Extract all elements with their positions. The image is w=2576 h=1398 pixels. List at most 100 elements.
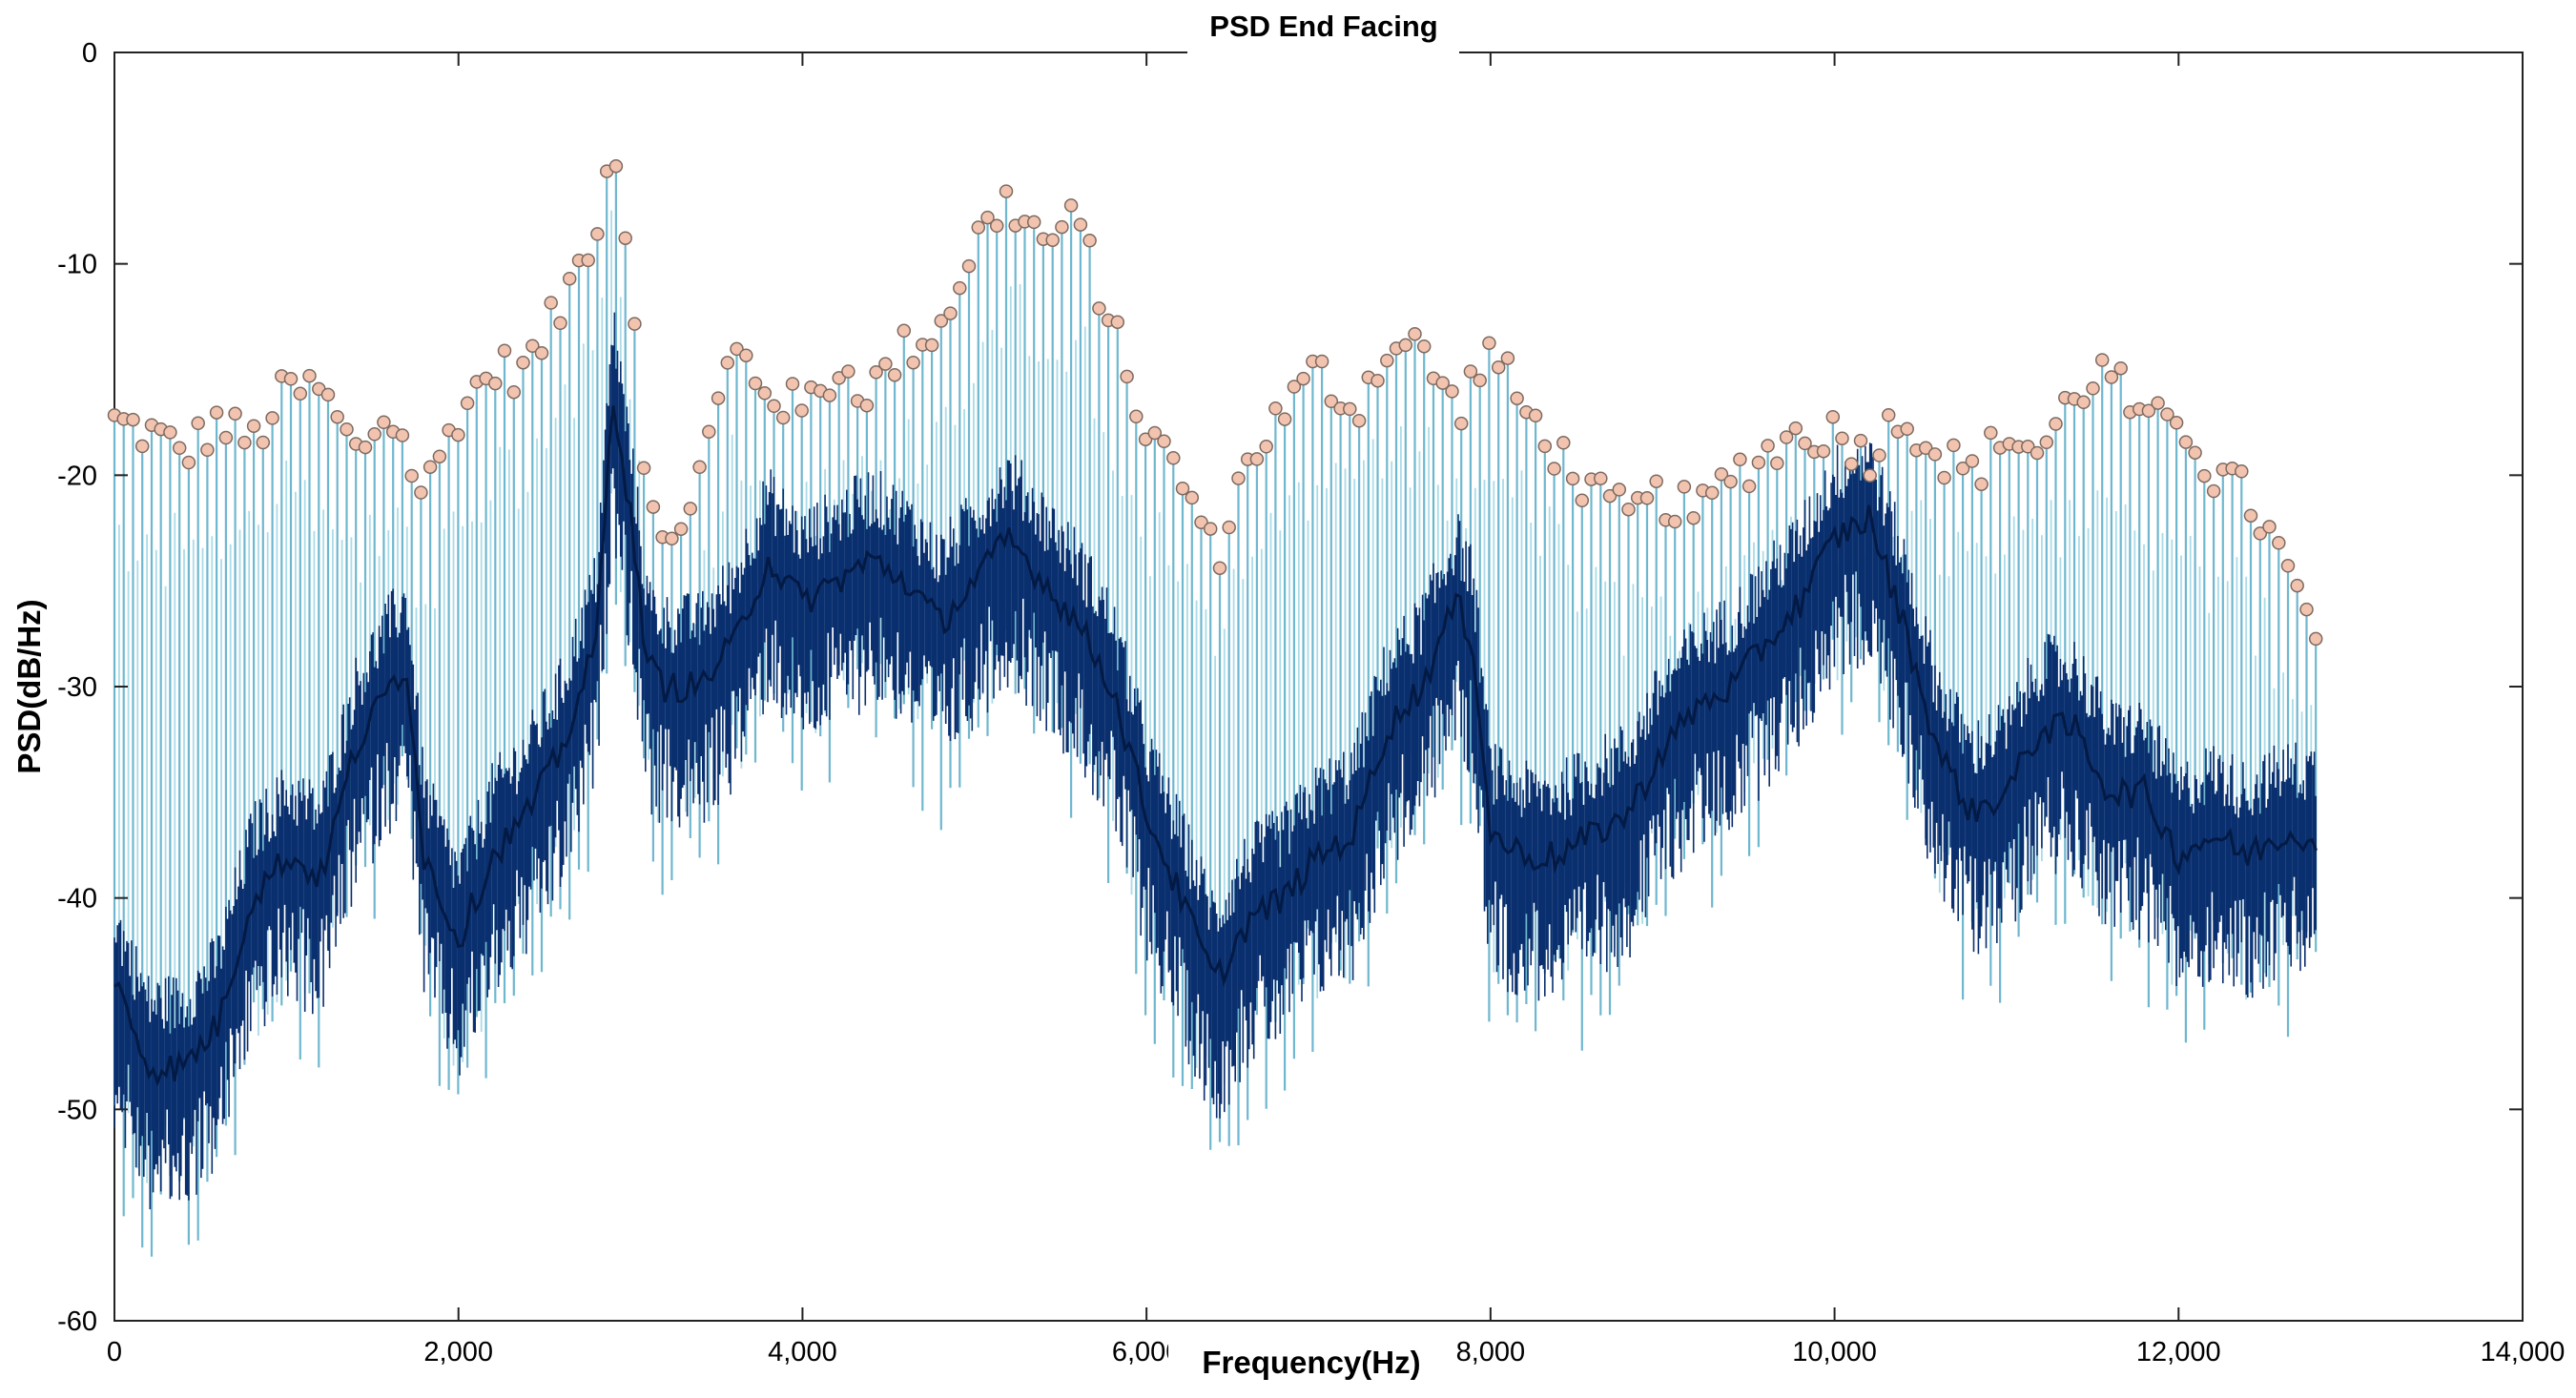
peak-marker — [590, 227, 605, 241]
peak-marker — [2049, 417, 2063, 431]
peak-marker — [943, 306, 958, 320]
peak-marker — [1537, 439, 1553, 454]
peak-marker — [1082, 234, 1097, 248]
peak-marker — [488, 376, 503, 391]
peak-marker — [2151, 396, 2165, 410]
peak-marker — [293, 386, 308, 401]
peak-marker — [432, 449, 447, 463]
title-backdrop — [1187, 8, 1459, 65]
peak-marker — [859, 398, 875, 413]
peak-marker — [534, 345, 549, 360]
x-tick-label: 0 — [107, 1337, 122, 1367]
peak-marker — [1212, 561, 1227, 575]
peak-marker — [228, 406, 242, 421]
peak-marker — [757, 386, 773, 401]
y-tick-label: -50 — [57, 1095, 97, 1125]
peak-marker — [1231, 471, 1246, 485]
peak-marker — [1761, 439, 1775, 453]
peak-marker — [544, 296, 558, 310]
peak-marker — [2086, 381, 2100, 396]
peak-marker — [887, 367, 902, 382]
peak-marker — [497, 343, 512, 358]
peak-marker — [1947, 438, 1961, 453]
peak-marker — [1686, 510, 1700, 525]
peak-marker — [1798, 436, 1812, 451]
peak-marker — [1092, 301, 1106, 316]
peak-marker — [841, 364, 855, 379]
peak-marker — [1741, 479, 1757, 494]
peak-marker — [553, 316, 567, 331]
peak-marker — [1918, 441, 1933, 456]
peak-marker — [1835, 431, 1849, 445]
peak-marker — [1453, 416, 1469, 431]
peak-marker — [1974, 477, 1989, 491]
peak-marker — [1779, 430, 1794, 444]
y-tick-label: -60 — [57, 1306, 97, 1337]
peak-marker-layer — [107, 158, 2323, 647]
peak-marker — [1965, 454, 1980, 468]
peak-marker — [1491, 360, 1506, 375]
peak-marker — [1612, 483, 1627, 497]
peak-marker — [896, 323, 912, 339]
peak-marker — [1175, 481, 1190, 496]
peak-marker — [562, 271, 577, 286]
y-axis-title: PSD(dB/Hz) — [11, 599, 47, 773]
peak-marker — [1445, 384, 1459, 399]
peak-marker — [1704, 485, 1720, 501]
peak-marker — [971, 220, 986, 235]
peak-marker — [2272, 536, 2286, 550]
peak-marker — [822, 388, 837, 402]
peak-marker — [526, 339, 540, 353]
peak-marker — [1026, 215, 1041, 230]
peak-marker — [730, 341, 744, 357]
peak-marker — [794, 403, 809, 418]
peak-marker — [989, 218, 1004, 234]
peak-marker — [1853, 433, 1868, 448]
peak-marker — [283, 372, 299, 386]
peak-marker — [1863, 468, 1877, 483]
peak-marker — [1872, 448, 1886, 463]
y-tick-label: -30 — [57, 672, 97, 703]
peak-marker — [1398, 338, 1413, 353]
peak-marker — [1881, 408, 1896, 422]
peak-marker — [1482, 336, 1496, 350]
peak-marker — [1556, 436, 1571, 450]
peak-marker — [1324, 394, 1339, 409]
peak-marker — [1844, 457, 1859, 471]
xlabel-backdrop — [1168, 1330, 1454, 1383]
peak-marker — [1343, 401, 1357, 417]
peak-marker — [775, 410, 791, 425]
peak-marker — [200, 442, 215, 458]
series-lower-band — [113, 312, 2317, 1210]
peak-marker — [961, 258, 977, 274]
peak-marker — [2280, 559, 2296, 573]
peak-marker — [1621, 502, 1636, 517]
peak-marker — [209, 405, 224, 420]
peak-marker — [1900, 421, 1914, 437]
peak-marker — [395, 428, 410, 442]
peak-marker — [1380, 353, 1394, 368]
peak-marker — [1528, 408, 1543, 423]
peak-marker — [1927, 447, 1943, 462]
peak-marker — [1955, 462, 1970, 476]
peak-marker — [665, 531, 679, 546]
peak-marker — [2113, 360, 2128, 376]
peak-marker — [320, 387, 336, 402]
peak-marker — [1157, 434, 1171, 449]
peak-marker — [1473, 373, 1487, 388]
peak-marker — [1055, 219, 1069, 235]
peak-marker — [1463, 364, 1478, 379]
peak-marker — [1565, 471, 1580, 486]
peak-marker — [1825, 409, 1841, 424]
peak-marker — [608, 158, 624, 174]
peak-marker — [422, 460, 438, 474]
peak-marker — [980, 210, 995, 225]
peak-marker — [2094, 353, 2110, 367]
peak-marker — [1203, 522, 1218, 536]
peak-marker — [1500, 351, 1515, 365]
peak-marker — [636, 461, 651, 476]
peak-marker — [618, 231, 632, 245]
peak-marker — [1249, 452, 1265, 466]
peak-marker — [832, 371, 846, 385]
peak-marker — [404, 468, 419, 483]
